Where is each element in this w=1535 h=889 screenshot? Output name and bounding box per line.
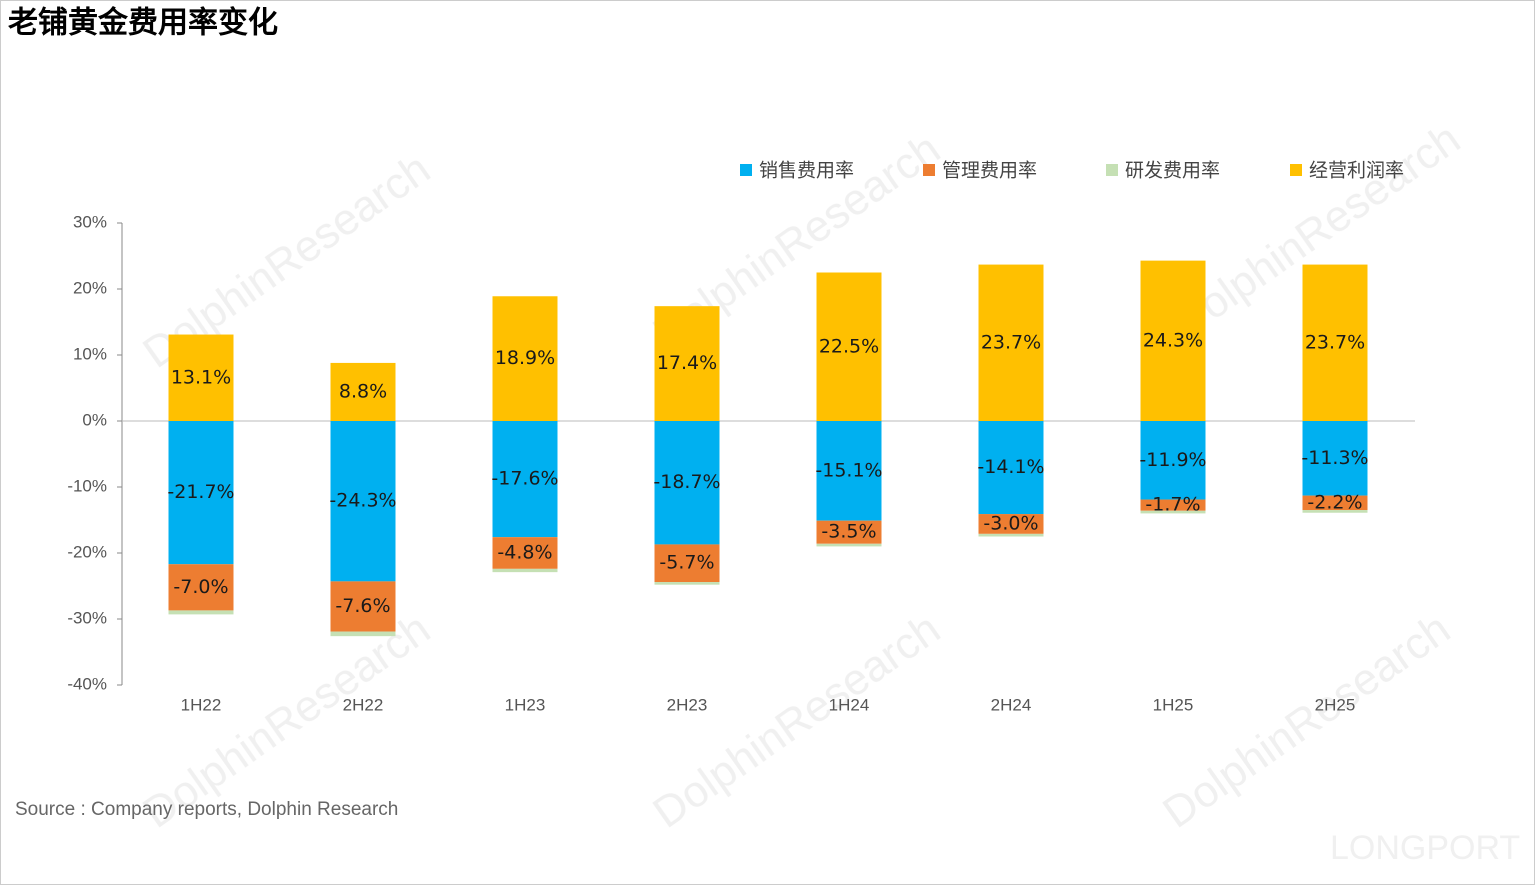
legend-swatch: [1290, 164, 1302, 176]
bar: [816, 520, 882, 544]
y-tick-label: -10%: [67, 476, 107, 495]
value-label: 8.8%: [339, 380, 387, 402]
bar: [1302, 510, 1368, 513]
value-label: -3.0%: [983, 512, 1038, 534]
bar: [168, 564, 234, 611]
bar: [816, 272, 882, 421]
bar: [816, 543, 882, 547]
bar: [168, 421, 234, 565]
bar: [1302, 495, 1368, 511]
legend-swatch: [923, 164, 935, 176]
bar: [168, 334, 234, 421]
bar: [654, 421, 720, 545]
x-tick-label: 1H25: [1153, 695, 1194, 714]
legend-label: 研发费用率: [1125, 160, 1220, 182]
y-tick-label: -40%: [67, 674, 107, 693]
value-label: -3.5%: [821, 521, 876, 543]
bar: [1140, 421, 1206, 500]
y-tick-label: -30%: [67, 608, 107, 627]
bar: [168, 610, 234, 615]
value-label: -17.6%: [491, 468, 558, 490]
bar: [654, 544, 720, 583]
chart-title: 老铺黄金费用率变化: [8, 6, 278, 41]
value-label: -4.8%: [497, 542, 552, 564]
legend-label: 销售费用率: [759, 160, 854, 182]
y-tick-label: 10%: [73, 344, 107, 363]
value-label: -14.1%: [977, 456, 1044, 478]
x-tick-label: 2H25: [1315, 695, 1356, 714]
legend-label: 经营利润率: [1309, 160, 1404, 182]
watermark: LONGPORT: [1330, 829, 1520, 867]
x-tick-label: 2H24: [991, 695, 1032, 714]
bar: [492, 421, 558, 538]
y-tick-label: 30%: [73, 212, 107, 231]
bar: [1302, 264, 1368, 421]
value-label: -24.3%: [329, 490, 396, 512]
value-label: 24.3%: [1143, 329, 1203, 351]
bar: [978, 533, 1044, 537]
y-tick-label: 0%: [82, 410, 107, 429]
x-tick-label: 2H23: [667, 695, 708, 714]
value-label: -21.7%: [167, 481, 234, 503]
value-label: -2.2%: [1307, 491, 1362, 513]
value-label: 23.7%: [981, 331, 1041, 353]
bar: [1140, 499, 1206, 511]
legend-label: 管理费用率: [942, 160, 1037, 182]
value-label: 23.7%: [1305, 331, 1365, 353]
x-tick-label: 1H23: [505, 695, 546, 714]
value-label: 13.1%: [171, 366, 231, 388]
source: Source : Company reports, Dolphin Resear…: [15, 799, 398, 820]
bar: [978, 264, 1044, 421]
value-label: -15.1%: [815, 459, 882, 481]
legend-swatch: [1106, 164, 1118, 176]
value-label: -1.7%: [1145, 494, 1200, 516]
x-tick-label: 1H22: [181, 695, 222, 714]
bar: [492, 537, 558, 569]
bar: [330, 362, 396, 421]
bar: [492, 568, 558, 573]
value-label: 17.4%: [657, 352, 717, 374]
bar: [654, 582, 720, 585]
value-label: 22.5%: [819, 335, 879, 357]
legend-swatch: [740, 164, 752, 176]
y-tick-label: 20%: [73, 278, 107, 297]
bar: [978, 514, 1044, 534]
bar: [492, 296, 558, 421]
bar: [1140, 260, 1206, 421]
value-label: -18.7%: [653, 471, 720, 493]
value-label: -7.6%: [335, 595, 390, 617]
bar: [330, 581, 396, 632]
bar: [330, 421, 396, 582]
x-tick-label: 1H24: [829, 695, 870, 714]
value-label: 18.9%: [495, 347, 555, 369]
y-tick-label: -20%: [67, 542, 107, 561]
bar: [1302, 421, 1368, 496]
bar: [816, 421, 882, 521]
bar: [1140, 510, 1206, 514]
value-label: -11.9%: [1139, 449, 1206, 471]
value-label: -5.7%: [659, 552, 714, 574]
value-label: -7.0%: [173, 576, 228, 598]
bar: [978, 421, 1044, 515]
bar: [330, 631, 396, 637]
bar: [654, 306, 720, 421]
x-tick-label: 2H22: [343, 695, 384, 714]
value-label: -11.3%: [1301, 447, 1368, 469]
